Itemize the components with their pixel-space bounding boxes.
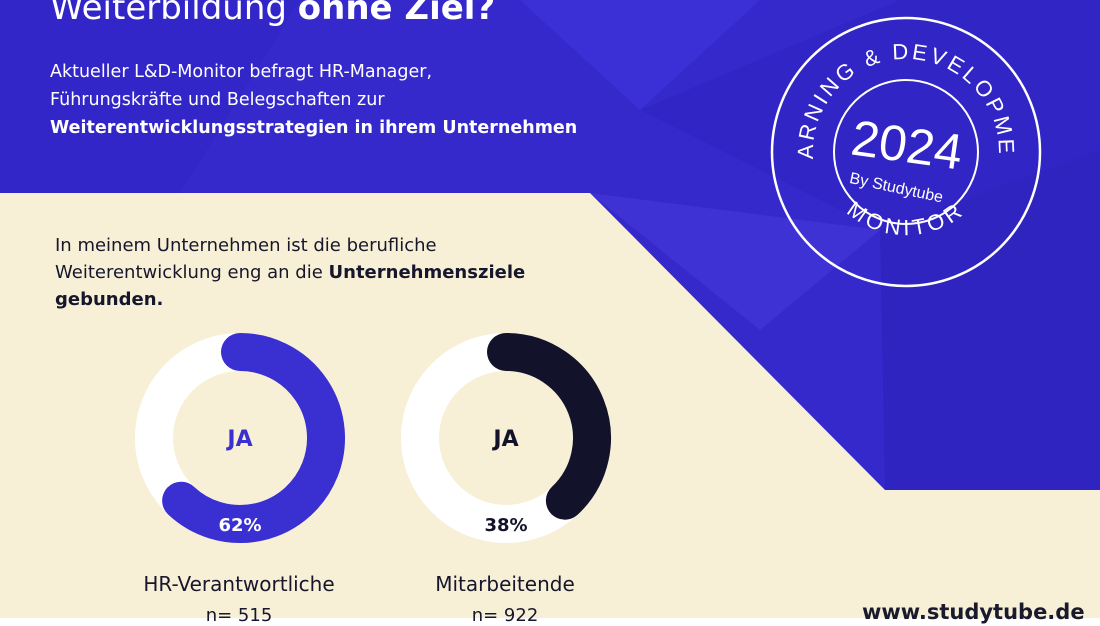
group-sample-hr: n= 515 xyxy=(205,605,273,626)
donut-arc-staff xyxy=(487,333,611,520)
question-bold-1: Unternehmensziele xyxy=(328,262,526,283)
donut-center-label-hr: JA xyxy=(225,427,252,452)
group-sample-staff: n= 922 xyxy=(471,605,539,626)
donut-percent-label-hr: 62% xyxy=(218,515,261,536)
survey-question: In meinem Unternehmen ist die berufliche… xyxy=(55,232,575,313)
website-url: www.studytube.de xyxy=(862,600,1085,624)
donut-arc-hr xyxy=(162,333,345,543)
donut-chart-staff: JA 38% xyxy=(401,333,611,543)
subtitle: Aktueller L&D-Monitor befragt HR-Manager… xyxy=(50,58,610,142)
title-bold: ohne Ziel? xyxy=(297,0,496,28)
donut-center-label-staff: JA xyxy=(491,427,518,452)
subtitle-line-1: Aktueller L&D-Monitor befragt HR-Manager… xyxy=(50,62,433,82)
question-line-3: gebunden. xyxy=(55,286,575,313)
seal-year: 2024 xyxy=(848,110,966,181)
monitor-seal-logo: LEARNING & DEVELOPMENT MONITOR 2024 By S… xyxy=(768,14,1042,288)
question-bold-2: gebunden. xyxy=(55,289,164,310)
group-label-hr: HR-Verantwortliche xyxy=(143,572,335,596)
seal-arc-bottom-text: MONITOR xyxy=(843,196,970,240)
title-regular: Weiterbildung xyxy=(50,0,298,28)
question-line-2: Weiterentwicklung eng an die Unternehmen… xyxy=(55,262,526,283)
page-title: Weiterbildung ohne Ziel? xyxy=(50,0,495,29)
question-line-1: In meinem Unternehmen ist die berufliche xyxy=(55,235,437,256)
donut-chart-hr: JA 62% xyxy=(135,333,345,543)
group-label-staff: Mitarbeitende xyxy=(435,572,575,596)
subtitle-line-2: Führungskräfte und Belegschaften zur xyxy=(50,90,385,110)
subtitle-line-3: Weiterentwicklungsstrategien in ihrem Un… xyxy=(50,118,578,138)
donut-percent-label-staff: 38% xyxy=(484,515,527,536)
